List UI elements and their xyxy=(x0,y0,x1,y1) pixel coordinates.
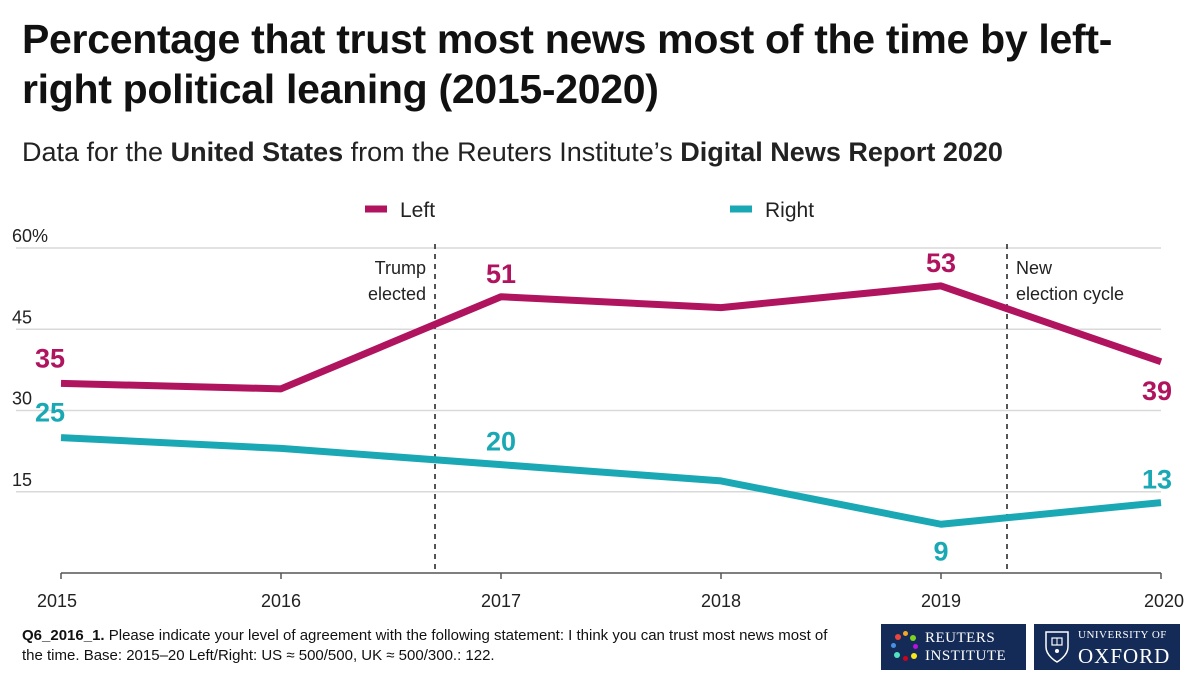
y-tick-label: 45 xyxy=(12,307,32,327)
logo-dot xyxy=(903,656,908,661)
y-tick-label: 60% xyxy=(12,226,48,246)
x-tick-label: 2015 xyxy=(37,591,77,611)
oxford-crest-icon xyxy=(1045,631,1069,663)
logo-dot xyxy=(913,644,918,649)
x-tick-label: 2018 xyxy=(701,591,741,611)
logo-dot xyxy=(903,631,908,636)
legend-label: Left xyxy=(400,199,435,222)
logo-dot xyxy=(894,652,900,658)
series-layer xyxy=(60,282,1163,528)
subtitle-report: Digital News Report 2020 xyxy=(680,137,1003,167)
data-label: 51 xyxy=(486,259,516,289)
oxford-logo-line1: UNIVERSITY OF xyxy=(1078,629,1167,641)
annotation-label: New xyxy=(1016,258,1053,278)
oxford-logo-line2: OXFORD xyxy=(1078,644,1171,668)
reuters-logo-line1: REUTERS xyxy=(925,630,996,646)
reuters-institute-logo[interactable]: REUTERS INSTITUTE xyxy=(881,624,1026,670)
chart-subtitle: Data for the United States from the Reut… xyxy=(22,134,1003,170)
annotation-layer: Trump elected New election cycle xyxy=(368,244,1124,573)
annotation-label: elected xyxy=(368,284,426,304)
annotation-label: election cycle xyxy=(1016,284,1124,304)
data-label: 25 xyxy=(35,398,65,428)
series-line-left xyxy=(60,282,1163,393)
data-label: 35 xyxy=(35,343,65,373)
axis-layer: 60% 45 30 15 2015 2016 2017 2018 2019 2020 xyxy=(12,226,1184,611)
line-chart: Trump elected New election cycle 35 51 53 39 25… xyxy=(12,199,1184,611)
subtitle-country: United States xyxy=(170,137,344,167)
chart-title: Percentage that trust most news most of … xyxy=(22,16,1113,112)
legend-label: Right xyxy=(765,199,814,222)
footnote: Q6_2016_1. Please indicate your level of… xyxy=(22,626,842,666)
logo-dot xyxy=(911,653,917,659)
x-tick-label: 2017 xyxy=(481,591,521,611)
data-label: 13 xyxy=(1142,465,1172,495)
data-label-layer: 35 51 53 39 25 20 9 13 xyxy=(35,248,1172,566)
data-label: 9 xyxy=(933,536,948,566)
grid-layer xyxy=(16,247,1161,493)
y-tick-label: 15 xyxy=(12,470,32,490)
footnote-question-code: Q6_2016_1. xyxy=(22,627,105,644)
x-tick-label: 2020 xyxy=(1144,591,1184,611)
logo-dot xyxy=(910,635,916,641)
oxford-university-logo[interactable]: UNIVERSITY OF OXFORD xyxy=(1034,624,1180,670)
reuters-logo-line2: INSTITUTE xyxy=(925,648,1007,664)
data-label: 20 xyxy=(486,427,516,457)
series-line-right xyxy=(60,434,1162,528)
annotation-label: Trump xyxy=(375,258,426,278)
legend: Left Right xyxy=(365,199,814,222)
logo-dot xyxy=(895,634,901,640)
footnote-text: Please indicate your level of agreement … xyxy=(22,627,828,664)
data-label: 53 xyxy=(926,248,956,278)
x-tick-label: 2019 xyxy=(921,591,961,611)
subtitle-text-1: Data for the xyxy=(22,137,171,167)
x-tick-label: 2016 xyxy=(261,591,301,611)
data-label: 39 xyxy=(1142,376,1172,406)
logo-dot xyxy=(891,643,896,648)
subtitle-text-2: from the Reuters Institute’s xyxy=(343,137,681,167)
y-tick-label: 30 xyxy=(12,389,32,409)
